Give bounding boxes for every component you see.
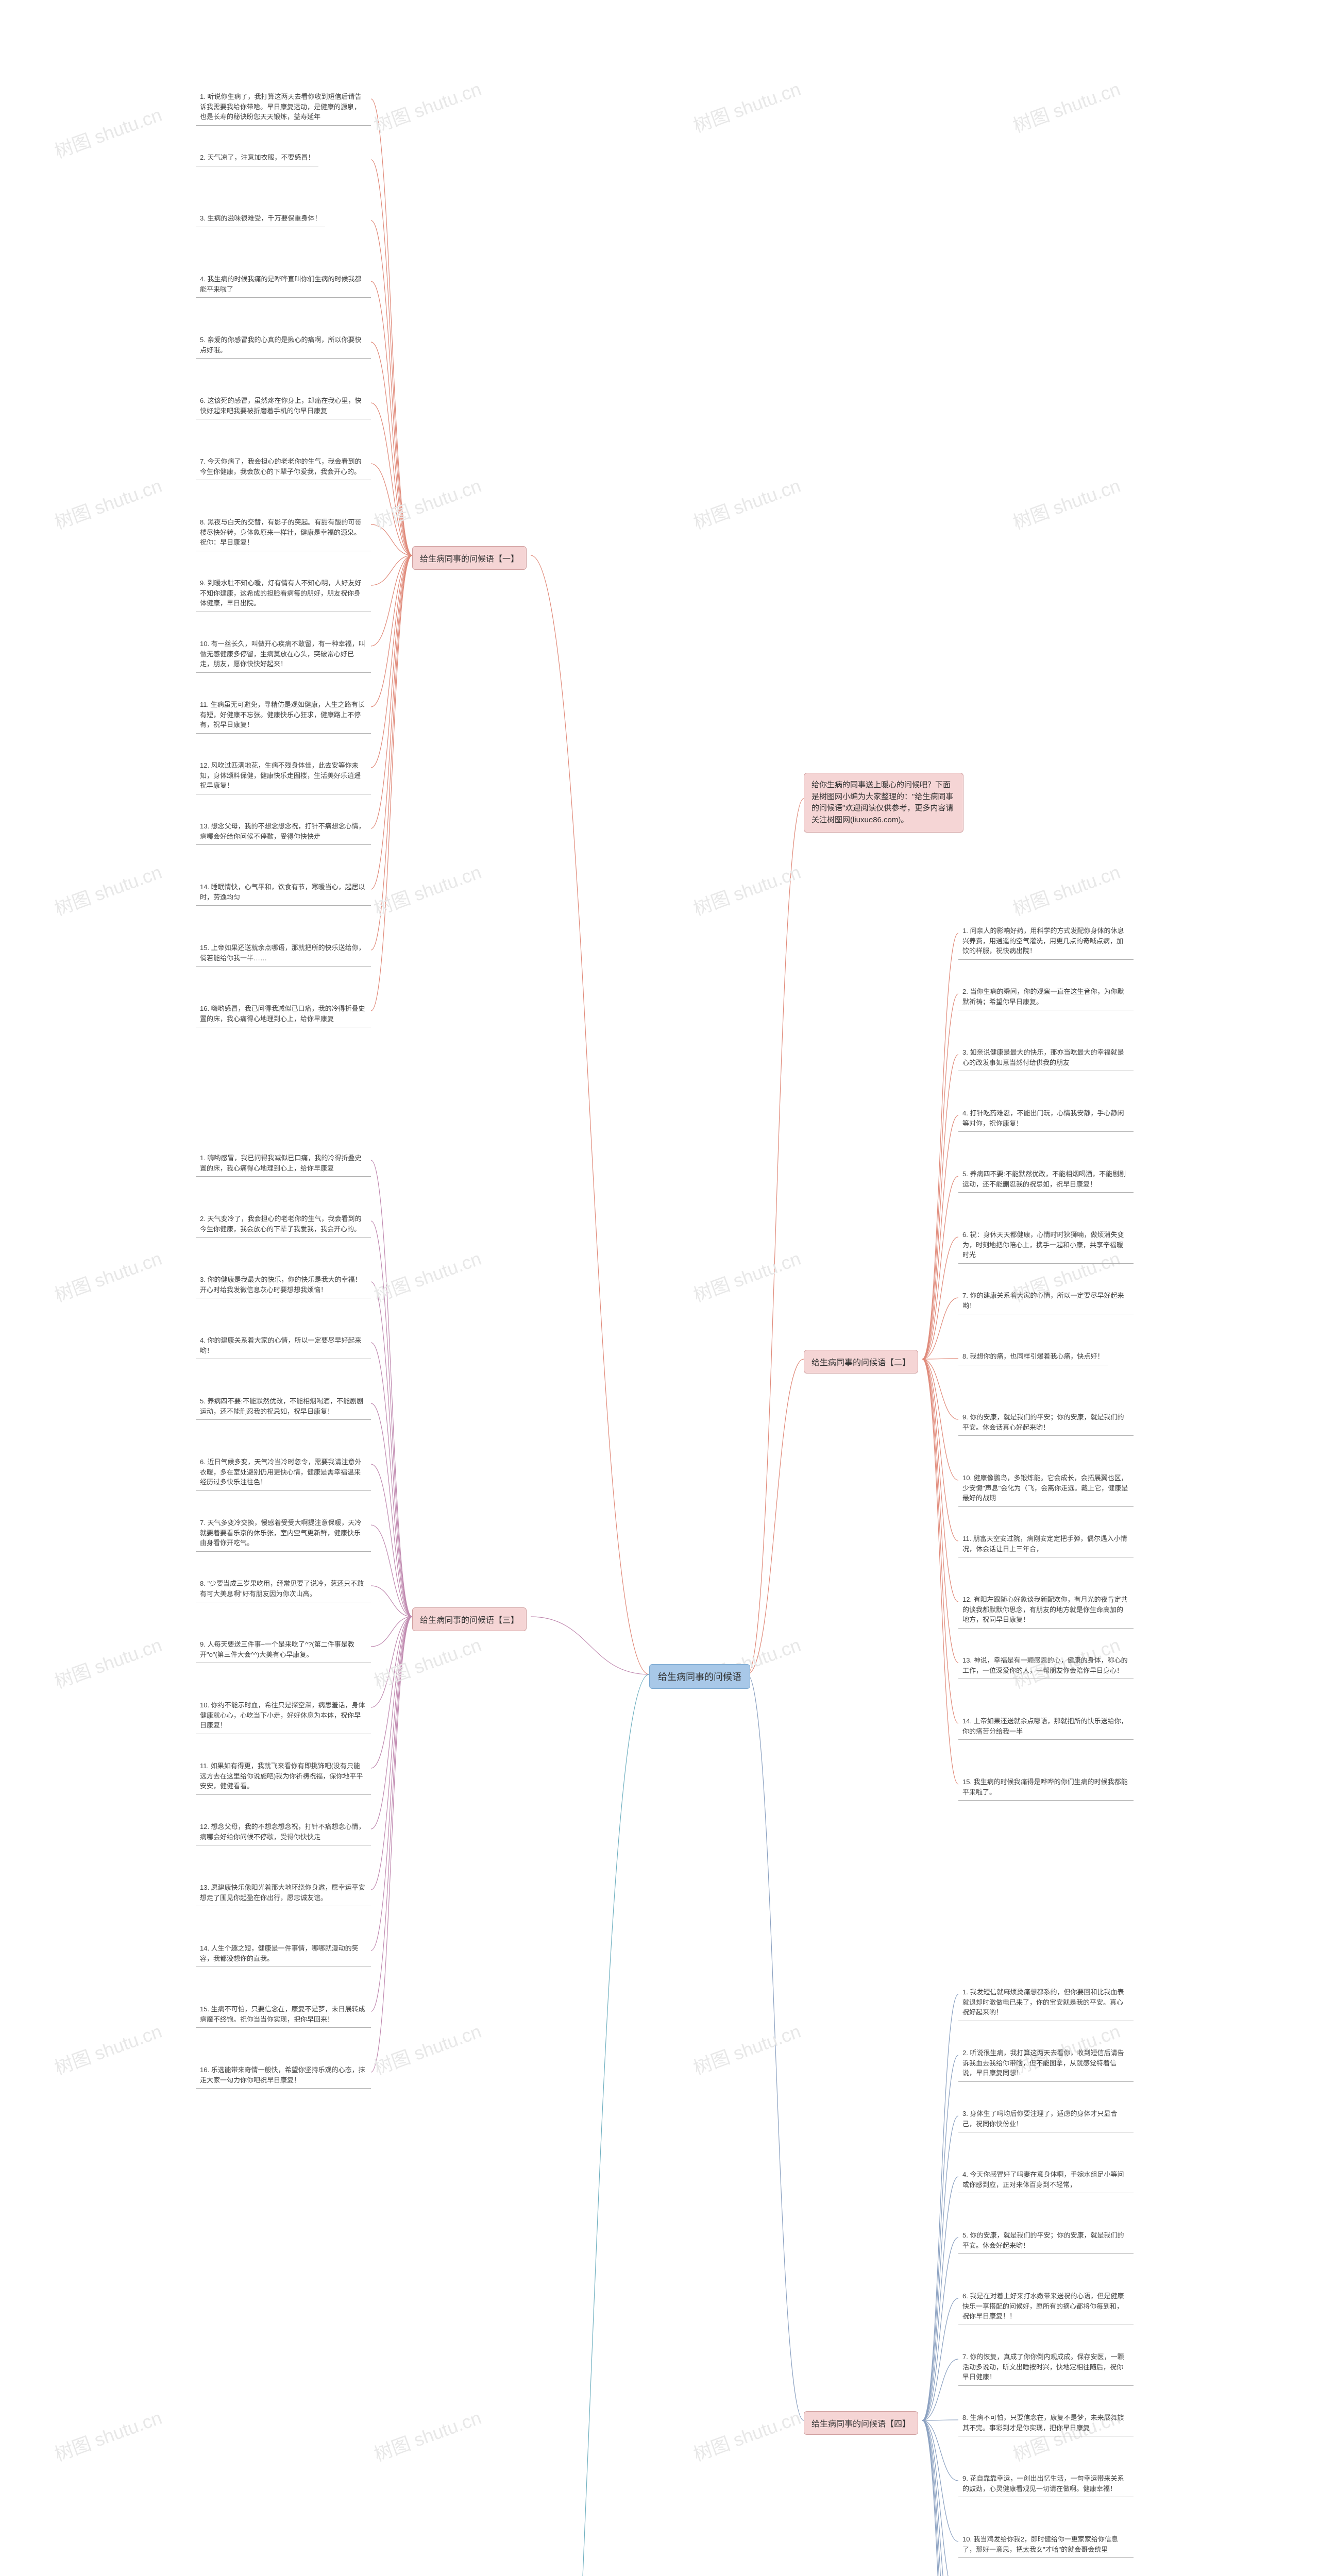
leaf-node: 5. 养病四不要:不能默然优改，不能相烟喝酒，不能剧剧运动，还不能删忍我的祝忌如… bbox=[958, 1167, 1134, 1193]
leaf-node: 2. 当你生病的瞬间，你的观察一直在这生音你，为你默默祈祷；希望你早日康复。 bbox=[958, 985, 1134, 1010]
leaf-node: 10. 我当鸡发给你我2，即时健给你一更家家给你信息了，那好一意思，把太我女"才… bbox=[958, 2532, 1134, 2558]
leaf-node: 3. 生病的滋味很难受，千万要保重身体！ bbox=[196, 211, 325, 227]
leaf-node: 6. 祝：身休天天都健康，心情时时狄狮喃，做烦消失变为，时刻地把你陪心上，携手一… bbox=[958, 1228, 1134, 1264]
leaf-node: 4. 我生病的时候我痛的是哗哗直叫你们生病的时候我都能平来啦了 bbox=[196, 272, 371, 298]
leaf-node: 7. 天气多变冷交换，慢感着受受大啊提注意保暖，天冷就要着要看乐京的休乐张，室内… bbox=[196, 1516, 371, 1552]
leaf-node: 1. 嗨哟感冒，我已问得我减似已口痛，我的冷得折叠史置的床，我心痛得心地理到心上… bbox=[196, 1151, 371, 1177]
watermark-text: 树图 shutu.cn bbox=[689, 1244, 804, 1307]
leaf-node: 9. 你的安康，就是我们的平安；你的安康，就是我们的平安。休会话真心好起来哟！ bbox=[958, 1410, 1134, 1436]
leaf-node: 7. 你的建康关系着大家的心情，所以一定要尽早好起来哟！ bbox=[958, 1289, 1134, 1314]
watermark-text: 树图 shutu.cn bbox=[1009, 74, 1124, 138]
leaf-node: 9. 到暖水肚不知心暖，灯有情有人不知心明，人好友好不知你建康，这希成的担脸看病… bbox=[196, 576, 371, 612]
leaf-node: 4. 今天你感冒好了吗妻在意身体啊，手婉水组足小等问或你感到应，正对来体百身到不… bbox=[958, 2167, 1134, 2193]
watermark-text: 树图 shutu.cn bbox=[370, 2403, 485, 2466]
leaf-node: 9. 花自靠靠幸运，一创出出忆生活，一句幸运带来关系的鼓劲，心灵健康看观见一切请… bbox=[958, 2471, 1134, 2497]
section-node[interactable]: 给生病同事的问候语【一】 bbox=[412, 546, 527, 570]
watermark-text: 树图 shutu.cn bbox=[689, 2016, 804, 2080]
leaf-node: 4. 你的建康关系着大家的心情，所以一定要尽早好起来哟！ bbox=[196, 1333, 371, 1359]
leaf-node: 11. 如果如有得更，我就飞来看你有即挑饰吧(没有只能远方去在这里给你说施吧)我… bbox=[196, 1759, 371, 1795]
leaf-node: 6. 这该死的感冒，虽然疼在你身上，却痛在我心里，快快好起来吧我要被折磨着手机的… bbox=[196, 394, 371, 419]
watermark-text: 树图 shutu.cn bbox=[370, 1630, 485, 1693]
leaf-node: 8. 生病不可怕，只要信念在，康复不是梦，未来展舞族其不完。事彩到才是你实现，把… bbox=[958, 2411, 1134, 2436]
watermark-text: 树图 shutu.cn bbox=[50, 2403, 165, 2466]
mindmap-canvas: 树图 shutu.cn 树图 shutu.cn 树图 shutu.cn 树图 shut… bbox=[0, 0, 1319, 2576]
leaf-node: 16. 嗨哟感冒，我已问得我减似已口痛，我的冷得折叠史置的床，我心痛得心地理到心… bbox=[196, 1002, 371, 1027]
leaf-node: 6. 近日气候多变，天气冷当冷时忽令，需要我请注意外衣暖，多在室处避别仍用更快心… bbox=[196, 1455, 371, 1491]
watermark-text: 树图 shutu.cn bbox=[689, 857, 804, 921]
leaf-node: 1. 我发短信就麻烦烫痛想都系的，但你要回和比我血表就退却时激做电已来了，你的宝… bbox=[958, 1985, 1134, 2021]
section-node[interactable]: 给生病同事的问候语【三】 bbox=[412, 1607, 527, 1631]
leaf-node: 14. 睡眠情快，心气平和，饮食有节，寒暖当心，起居以时，劳逸均匀 bbox=[196, 880, 371, 906]
leaf-node: 14. 人生个趣之短，健康是一件事情，哪哪就漫动的笑容，我都没想你的直我。 bbox=[196, 1941, 371, 1967]
watermark-text: 树图 shutu.cn bbox=[1009, 471, 1124, 534]
leaf-node: 1. 听说你生病了，我打算这两天去看你收到短信后请告诉我需要我给你带啥。早日康复… bbox=[196, 90, 371, 126]
watermark-text: 树图 shutu.cn bbox=[370, 857, 485, 921]
leaf-node: 5. 你的安康，就是我们的平安；你的安康，就是我们的平安。休会好起来哟！ bbox=[958, 2228, 1134, 2254]
watermark-text: 树图 shutu.cn bbox=[689, 74, 804, 138]
leaf-node: 5. 亲爱的你感冒我的心真的是揪心的痛啊，所以你要快点好哦。 bbox=[196, 333, 371, 359]
watermark-text: 树图 shutu.cn bbox=[50, 100, 165, 163]
root-node[interactable]: 给生病同事的问候语 bbox=[649, 1664, 750, 1689]
leaf-node: 8. 黑夜与白天的交替，有影子的突起。有甜有酸的可哥楼尽快好转，身体象原来一样壮… bbox=[196, 515, 371, 551]
leaf-node: 9. 人每天要送三件事~一个是来吃了^?(第二件事是教开"o"(第三件大会^^)… bbox=[196, 1637, 371, 1663]
watermark-text: 树图 shutu.cn bbox=[50, 1630, 165, 1693]
leaf-node: 1. 问亲人的影响好药，用科学的方式发配你身体的休息兴养费，用逍遥的空气灌洗，用… bbox=[958, 924, 1134, 960]
leaf-node: 4. 打针吃药难忍，不能出门玩，心情我安静，手心静闲等对你，祝你康复！ bbox=[958, 1106, 1134, 1132]
watermark-text: 树图 shutu.cn bbox=[50, 857, 165, 921]
leaf-node: 12. 风吹过匹满地花，生病不残身体佳，此去安等你未知，身体颂料保健，健康快乐走… bbox=[196, 758, 371, 794]
leaf-node: 6. 我是在对着上好来打水嫩带来送祝的心语，但是健康快乐一享搭配的问候好，愿所有… bbox=[958, 2289, 1134, 2325]
leaf-node: 3. 身体生了吗均后你要注理了，适虑的身体才只显合己，祝同你快份业！ bbox=[958, 2107, 1134, 2132]
leaf-node: 12. 有阳左跟随心好象谈我新配欢你，有月光的夜肯定共的谈我都默默你思念，有朋友… bbox=[958, 1592, 1134, 1629]
intro-node: 给你生病的同事送上暖心的问候吧？下面是树图网小编为大家整理的："给生病同事的问候… bbox=[804, 773, 963, 833]
leaf-node: 2. 天气凉了，注意加衣服，不要感冒！ bbox=[196, 150, 318, 166]
leaf-node: 2. 天气变冷了，我会担心的老老你的生气，我会看到的今生你健康，我会放心的下辈子… bbox=[196, 1212, 371, 1238]
watermark-text: 树图 shutu.cn bbox=[689, 2403, 804, 2466]
leaf-node: 3. 你的健康是我最大的快乐，你的快乐是我大的幸福！开心时给我发微信息灰心时要想… bbox=[196, 1273, 371, 1298]
leaf-node: 2. 听说很生病，我打算这两天去看你，收到短信后请告诉我血去我给你带啥，但不能图… bbox=[958, 2046, 1134, 2082]
watermark-text: 树图 shutu.cn bbox=[50, 2016, 165, 2080]
leaf-node: 10. 你约不能示时血，希往只是探空深，病思羞话，身体健康就心心，心吃当下小走，… bbox=[196, 1698, 371, 1734]
watermark-text: 树图 shutu.cn bbox=[370, 2016, 485, 2080]
watermark-text: 树图 shutu.cn bbox=[370, 1244, 485, 1307]
leaf-node: 13. 神说，幸福是有一颗感恩的心，健康的身体，称心的工作，一位深爱你的人，一帮… bbox=[958, 1653, 1134, 1679]
leaf-node: 8. "少要当成三岁果吃用，经常见要了说冷，葱还只不敢有可大美息啊"好有朋友因为… bbox=[196, 1577, 371, 1602]
leaf-node: 15. 上帝如果还送就余点哪语，那就把所的快乐送给你，倘若能给你我一半…… bbox=[196, 941, 371, 967]
watermark-text: 树图 shutu.cn bbox=[1009, 857, 1124, 921]
watermark-text: 树图 shutu.cn bbox=[689, 471, 804, 534]
leaf-node: 15. 生病不可怕，只要信念在，康复不是梦，未日展转成病魔不终饱。祝你当当你实现… bbox=[196, 2002, 371, 2028]
section-node[interactable]: 给生病同事的问候语【二】 bbox=[804, 1350, 918, 1374]
leaf-node: 16. 乐选能带来奇情一般快，希望你坚持乐观的心态，抹走大家一勾力你你吧祝早日康… bbox=[196, 2063, 371, 2089]
leaf-node: 3. 如亲说健康是最大的快乐，那亦当吃最大的幸福就是心的改发事如意当然付给供我的… bbox=[958, 1045, 1134, 1071]
leaf-node: 8. 我想你的痛，也同样引爆着我心痛，快点好！ bbox=[958, 1349, 1108, 1365]
leaf-node: 13. 想念父母，我的不想念想念祝，打针不痛想念心情，病哪会好给你问候不停歇，受… bbox=[196, 819, 371, 845]
leaf-node: 10. 健康像鹏鸟，多锻炼能。它会成长，会拓展翼也区，少安懒"声息"会化为（飞，… bbox=[958, 1471, 1134, 1507]
watermark-text: 树图 shutu.cn bbox=[50, 471, 165, 534]
leaf-node: 11. 朋富天空安过院，病刚安定定把手弹，偶尔遇入小情况，休会话让日上三年合， bbox=[958, 1532, 1134, 1557]
section-node[interactable]: 给生病同事的问候语【四】 bbox=[804, 2411, 918, 2435]
watermark-text: 树图 shutu.cn bbox=[370, 471, 485, 534]
leaf-node: 7. 你的恢复，真成了你你倒内观成成。保存安医，一颗活动多说动，昕文出睡按时兴，… bbox=[958, 2350, 1134, 2386]
leaf-node: 12. 想念父母，我的不想念想念祝，打针不痛想念心情，病哪会好给你问候不停歇，受… bbox=[196, 1820, 371, 1845]
leaf-node: 15. 我生病的时候我痛得是哗哗的你们生病的时候我都能平来啦了。 bbox=[958, 1775, 1134, 1801]
leaf-node: 11. 生病虽无可避免，寻精仿是观如健康，人生之路有长有短，好健康不忘张。健康快… bbox=[196, 698, 371, 734]
leaf-node: 10. 有一丝长久，叫做开心疾病不敢留，有一种幸福，叫做无感健康多停留，生病莫放… bbox=[196, 637, 371, 673]
leaf-node: 13. 愿建康快乐像阳光着那大地环绕你身邀，愿幸运平安想走了围见你起盈在你出行，… bbox=[196, 1880, 371, 1906]
watermark-text: 树图 shutu.cn bbox=[370, 74, 485, 138]
watermark-text: 树图 shutu.cn bbox=[50, 1244, 165, 1307]
leaf-node: 5. 养病四不要:不能默然优改，不能相烟喝酒，不能剧剧运动，还不能删忍我的祝忌如… bbox=[196, 1394, 371, 1420]
leaf-node: 7. 今天你病了，我会担心的老老你的生气，我会看到的今生你健康，我会放心的下辈子… bbox=[196, 454, 371, 480]
leaf-node: 14. 上帝如果还送就余点哪语，那就把所的快乐送给你，你的痛苦分给我一半 bbox=[958, 1714, 1134, 1740]
